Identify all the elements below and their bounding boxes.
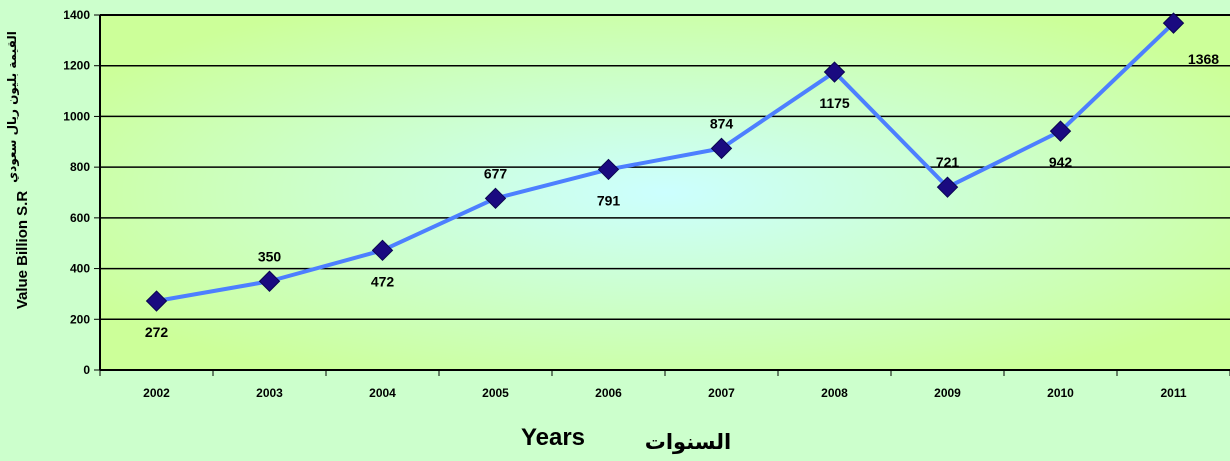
data-label: 942: [1049, 154, 1073, 170]
data-point-marker: [371, 239, 394, 262]
x-tick-label: 2004: [369, 386, 396, 400]
data-label: 677: [484, 165, 508, 181]
data-markers: [145, 12, 1185, 312]
data-label: 721: [936, 154, 960, 170]
x-tick-label: 2002: [143, 386, 170, 400]
data-label: 1175: [819, 95, 850, 111]
x-axis-label-arabic: السنوات: [645, 430, 732, 454]
y-axis-label: Value Billion S.R: [14, 191, 31, 310]
data-label: 272: [145, 324, 169, 340]
plot-area: [100, 15, 1230, 370]
gridlines: [100, 14, 1230, 321]
data-label: 874: [710, 115, 734, 131]
data-point-marker: [484, 187, 507, 210]
data-label: 1368: [1188, 51, 1219, 67]
y-tick-label: 1200: [63, 59, 90, 73]
x-tick-label: 2008: [821, 386, 848, 400]
data-point-marker: [823, 61, 846, 83]
x-tick-label: 2011: [1160, 386, 1186, 400]
x-axis-label: Years: [521, 424, 585, 451]
y-tick-label: 0: [83, 363, 90, 377]
x-tick-labels: 2002 2003 2004 2005 2006 2007 2008 2009 2010 2011: [99, 370, 1230, 400]
x-tick-label: 2009: [934, 386, 961, 400]
data-labels: 272 350 472 677 791 874 1175 721 942 1368: [145, 51, 1219, 340]
x-tick-label: 2007: [708, 386, 735, 400]
x-tick-label: 2005: [482, 386, 509, 400]
series-line: [156, 21, 1175, 303]
y-tick-label: 1400: [63, 8, 90, 22]
y-axis-label-arabic: القيمة بليون ريال سعودي: [5, 31, 20, 183]
data-label: 350: [258, 248, 282, 264]
y-tick-labels: 0 200 400 600 800 1000 1200 1400: [63, 8, 100, 377]
data-point-marker: [936, 176, 959, 198]
y-tick-label: 200: [70, 312, 90, 326]
x-tick-label: 2006: [595, 386, 622, 400]
data-point-marker: [145, 290, 168, 312]
data-point-marker: [1049, 120, 1072, 142]
data-point-marker: [597, 158, 620, 181]
y-tick-label: 400: [70, 262, 90, 276]
data-label: 791: [597, 192, 621, 208]
y-tick-label: 600: [70, 211, 90, 225]
y-tick-label: 1000: [63, 109, 90, 123]
data-point-marker: [1162, 12, 1185, 34]
x-tick-label: 2003: [256, 386, 283, 400]
data-point-marker: [258, 270, 281, 292]
y-tick-label: 800: [70, 160, 90, 174]
x-tick-label: 2010: [1047, 386, 1074, 400]
data-label: 472: [371, 273, 395, 289]
data-point-marker: [710, 137, 733, 160]
